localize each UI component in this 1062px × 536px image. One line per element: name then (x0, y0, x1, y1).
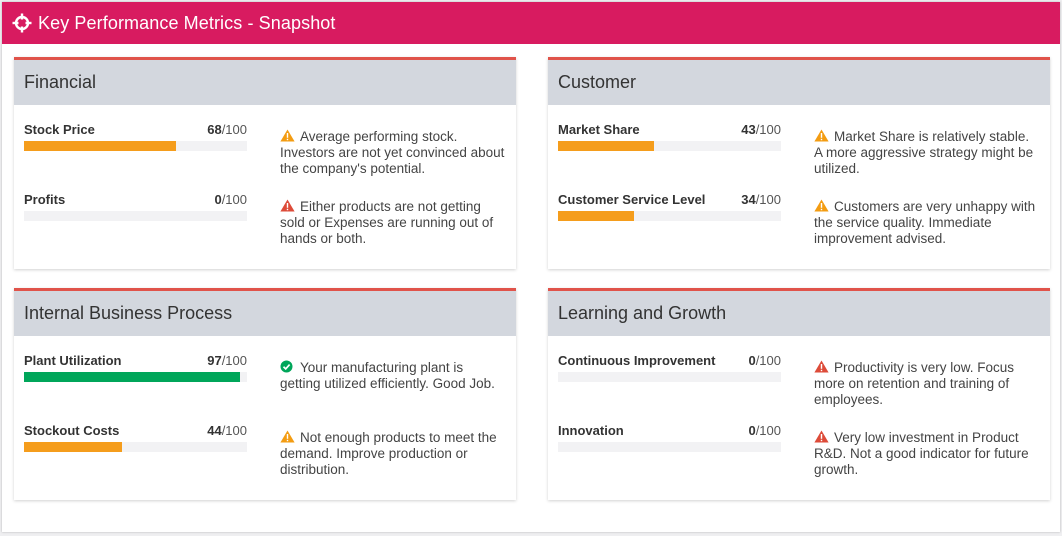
progress-bar (24, 442, 247, 452)
metric-label: Customer Service Level (558, 192, 706, 207)
progress-fill (558, 211, 634, 221)
progress-bar (24, 141, 247, 151)
progress-bar (558, 141, 781, 151)
metric-value: 34/100 (741, 192, 781, 207)
progress-fill (24, 372, 241, 382)
progress-bar (24, 211, 247, 221)
warning-icon (280, 129, 295, 142)
progress-bar (558, 442, 781, 452)
metric-note: Not enough products to meet the demand. … (280, 430, 497, 477)
metric-value: 97/100 (207, 353, 247, 368)
progress-bar (558, 372, 781, 382)
metric-label: Innovation (558, 423, 624, 438)
metric-label: Profits (24, 192, 66, 207)
card-internal-business-process: Internal Business Process Plant Utilizat… (14, 288, 516, 500)
metric-label: Stock Price (24, 122, 95, 137)
crosshair-icon (12, 13, 32, 33)
metric-innovation: Innovation 0/100 (558, 423, 781, 452)
dashboard-title: Key Performance Metrics - Snapshot (38, 12, 336, 33)
warning-icon (814, 129, 829, 142)
card-title: Learning and Growth (548, 291, 1050, 336)
progress-fill (558, 141, 654, 151)
metric-plant-utilization: Plant Utilization 97/100 (24, 353, 247, 382)
card-learning-and-growth: Learning and Growth Continuous Improveme… (548, 288, 1050, 500)
check-circle-icon (280, 360, 295, 373)
metric-value: 0/100 (748, 423, 781, 438)
metric-value: 0/100 (214, 192, 247, 207)
metric-note: Market Share is relatively stable. A mor… (814, 129, 1034, 176)
metric-note: Customers are very unhappy with the serv… (814, 199, 1036, 246)
metric-value: 43/100 (741, 122, 781, 137)
metric-label: Continuous Improvement (558, 353, 716, 368)
danger-icon (280, 199, 295, 212)
dashboard-header: Key Performance Metrics - Snapshot (2, 2, 1060, 44)
progress-fill (24, 141, 176, 151)
metric-label: Stockout Costs (24, 423, 120, 438)
progress-bar (558, 211, 781, 221)
warning-icon (280, 430, 295, 443)
card-title: Financial (14, 60, 516, 105)
card-financial: Financial Stock Price 68/100 Average per… (14, 57, 516, 269)
card-title: Customer (548, 60, 1050, 105)
metric-label: Market Share (558, 122, 640, 137)
metric-stockout-costs: Stockout Costs 44/100 (24, 423, 247, 452)
warning-icon (814, 199, 829, 212)
card-title: Internal Business Process (14, 291, 516, 336)
metric-customer-service-level: Customer Service Level 34/100 (558, 192, 781, 221)
metric-stock-price: Stock Price 68/100 (24, 122, 247, 151)
metric-value: 0/100 (748, 353, 781, 368)
progress-bar (24, 372, 247, 382)
danger-icon (814, 430, 829, 443)
metric-note: Productivity is very low. Focus more on … (814, 360, 1015, 407)
progress-fill (24, 442, 123, 452)
metric-label: Plant Utilization (24, 353, 122, 368)
metric-market-share: Market Share 43/100 (558, 122, 781, 151)
metric-continuous-improvement: Continuous Improvement 0/100 (558, 353, 781, 382)
metric-profits: Profits 0/100 (24, 192, 247, 221)
card-customer: Customer Market Share 43/100 Market Shar… (548, 57, 1050, 269)
metric-note: Your manufacturing plant is getting util… (280, 360, 495, 391)
metric-note: Average performing stock. Investors are … (280, 129, 505, 176)
metric-value: 44/100 (207, 423, 247, 438)
danger-icon (814, 360, 829, 373)
metric-note: Very low investment in Product R&D. Not … (814, 430, 1029, 477)
metric-value: 68/100 (207, 122, 247, 137)
metric-note: Either products are not getting sold or … (280, 199, 494, 246)
